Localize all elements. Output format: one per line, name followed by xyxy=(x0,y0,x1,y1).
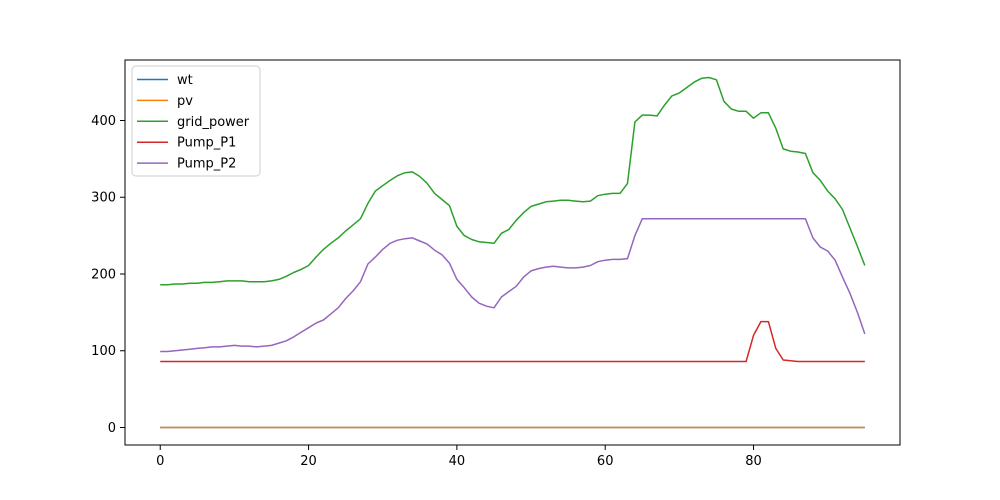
x-tick-label: 60 xyxy=(597,454,614,469)
legend-label-pv: pv xyxy=(177,94,193,109)
y-tick-label: 300 xyxy=(91,191,116,206)
x-tick-label: 80 xyxy=(745,454,762,469)
legend-label-grid_power: grid_power xyxy=(177,115,250,130)
series-line-grid_power xyxy=(160,76,866,286)
axes-frame xyxy=(124,59,901,446)
x-tick-label: 20 xyxy=(300,454,317,469)
y-tick-label: 0 xyxy=(108,421,116,436)
legend-box xyxy=(131,65,261,177)
series-line-Pump_P2 xyxy=(160,217,866,353)
x-tick-label: 0 xyxy=(156,454,164,469)
series-line-Pump_P1 xyxy=(160,320,865,363)
legend-label-Pump_P1: Pump_P1 xyxy=(177,136,236,151)
y-tick-label: 200 xyxy=(91,267,116,282)
y-tick-label: 100 xyxy=(91,344,116,359)
x-tick-label: 40 xyxy=(449,454,466,469)
y-tick-label: 400 xyxy=(91,114,116,129)
legend-label-wt: wt xyxy=(177,73,193,88)
legend-label-Pump_P2: Pump_P2 xyxy=(177,157,236,172)
